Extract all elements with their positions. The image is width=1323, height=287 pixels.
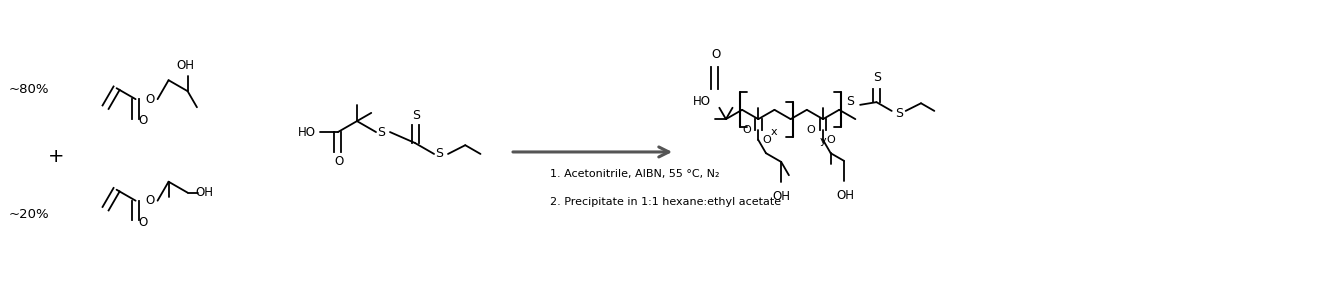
Text: 1. Acetonitrile, AIBN, 55 °C, N₂: 1. Acetonitrile, AIBN, 55 °C, N₂ [550,169,720,179]
Text: O: O [712,48,721,61]
Text: O: O [138,114,147,127]
Text: x: x [771,127,778,137]
Text: S: S [873,71,881,84]
Text: OH: OH [176,59,194,72]
Text: O: O [146,194,155,207]
Text: O: O [335,155,344,168]
Text: OH: OH [836,189,855,202]
Text: 2. Precipitate in 1:1 hexane:ethyl acetate: 2. Precipitate in 1:1 hexane:ethyl aceta… [550,197,782,207]
Text: y: y [820,136,827,146]
Text: +: + [48,148,64,166]
Text: S: S [894,107,902,120]
Text: HO: HO [299,125,316,139]
Text: O: O [827,135,835,145]
Text: ~80%: ~80% [9,83,49,96]
Text: S: S [435,148,443,160]
Text: S: S [847,95,855,108]
Text: O: O [762,135,771,145]
Text: S: S [411,109,419,122]
Text: ~20%: ~20% [9,208,49,221]
Text: OH: OH [196,186,213,199]
Text: OH: OH [773,190,790,203]
Text: O: O [138,216,147,229]
Text: HO: HO [693,95,710,108]
Text: O: O [146,93,155,106]
Text: S: S [377,125,385,139]
Text: O: O [742,125,750,135]
Text: O: O [807,125,815,135]
